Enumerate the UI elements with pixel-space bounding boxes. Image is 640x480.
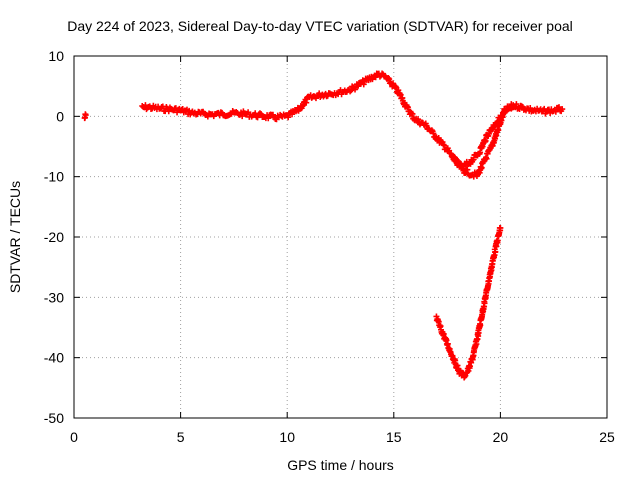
x-tick-label: 0 [70,429,78,445]
data-point-dip [497,224,504,231]
y-tick-label: 10 [48,48,64,64]
y-tick-label: -30 [44,289,64,305]
x-tick-label: 5 [177,429,185,445]
data-point-main [513,101,520,108]
data-point-main [347,88,354,95]
data-point-dip [492,248,499,255]
y-axis-label: SDTVAR / TECUs [7,181,23,293]
chart-title: Day 224 of 2023, Sidereal Day-to-day VTE… [67,18,573,34]
data-point-main [265,115,272,122]
data-point-recovery [482,137,489,144]
data-point-main [285,114,292,121]
data-points [81,70,566,381]
x-tick-label: 10 [279,429,295,445]
x-tick-label: 25 [599,429,615,445]
y-tick-label: 0 [56,108,64,124]
axis-ticks: 0 5 10 15 20 25 -50 -40 -30 -20 -10 0 10 [44,48,615,445]
y-tick-label: -20 [44,229,64,245]
y-tick-label: -40 [44,350,64,366]
data-point-main [556,104,563,111]
data-point-main [464,166,471,173]
x-tick-label: 20 [493,429,509,445]
data-point-isolated [82,112,89,119]
data-point-main [559,106,566,113]
x-axis-label: GPS time / hours [287,457,394,473]
y-tick-label: -50 [44,410,64,426]
data-point-main [462,170,469,177]
x-tick-label: 15 [386,429,402,445]
y-tick-label: -10 [44,169,64,185]
data-point-recovery [510,104,517,111]
data-point-recovery [497,117,504,124]
data-point-main [379,70,386,77]
data-point-main [483,155,490,162]
data-point-main [552,108,559,115]
data-point-main [415,116,422,123]
